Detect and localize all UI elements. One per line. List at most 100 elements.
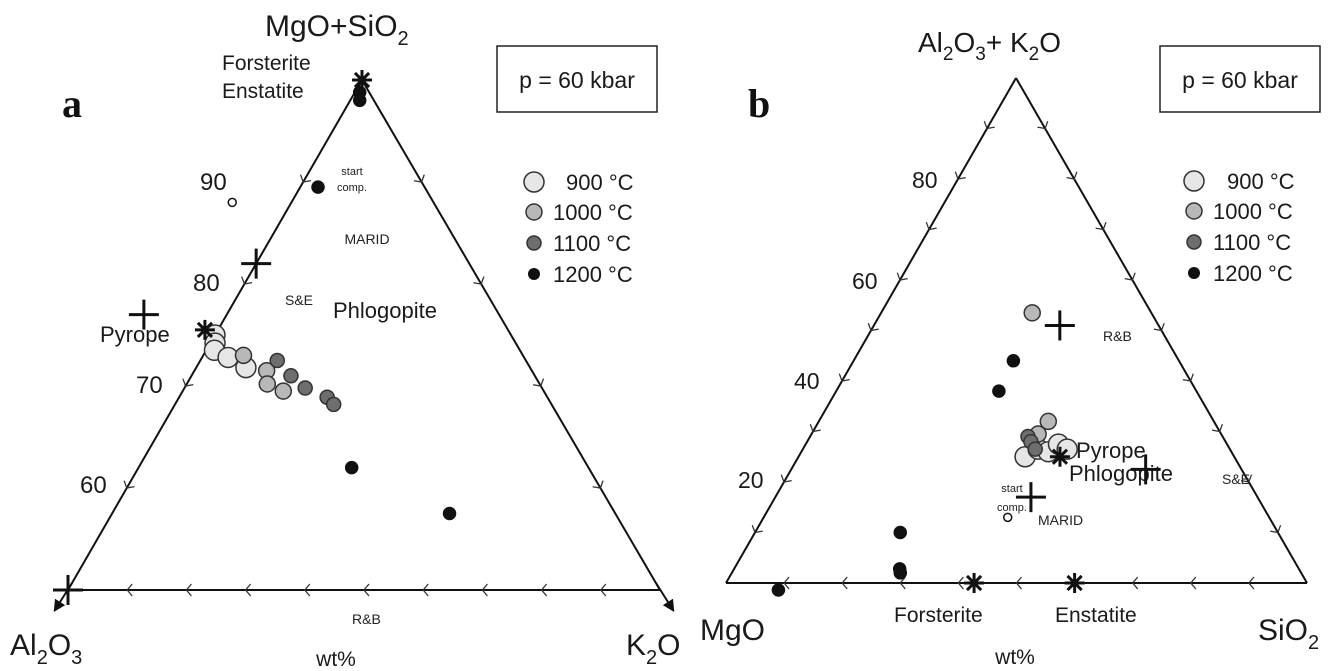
panel-a-start-label-1: start [341,166,362,178]
panel-a-legend-swatch-900 [523,171,545,193]
panel-b-legend-swatch-1100 [1186,234,1202,250]
panel-b-legend-swatch-1000 [1185,202,1203,220]
panel-a-pressure-label: p = 60 kbar [519,67,635,93]
panel-a-ref-rb [53,575,83,605]
panel-a-legend-swatch-1000 [525,203,543,221]
panel-a-left-tick-4 [123,480,135,489]
panel-b-forsterite-label: Forsterite [894,604,983,627]
panel-a-ref-marid [241,248,272,279]
panel-a-base-tick-1 [599,583,607,597]
panel-b-right-apex-label: SiO2 [1258,614,1319,654]
panel-b-right-tick-3 [1095,221,1107,231]
panel-b-base-tick-1 [1248,576,1255,590]
panel-b-point-1100C-2 [1027,441,1043,457]
panel-b-pressure-label: p = 60 kbar [1182,67,1298,93]
panel-a-legend-1100: 1100 °C [553,231,631,256]
panel-a-right-apex-label: K2O [626,629,680,669]
panel-a-right-tick-3 [532,378,545,387]
panel-b-ref-se [1130,454,1161,485]
panel-a-top-apex-label: MgO+SiO2 [265,10,409,50]
panel-b-base-tick-2 [1189,576,1197,590]
panel-a-point-1000C-0 [234,346,253,365]
panel-a-base-tick-8 [185,583,192,597]
panel-a-ref-se [128,299,159,330]
panel-b-enstatite-label: Enstatite [1055,604,1137,627]
panel-b-ref-rb [1044,310,1075,341]
panel-a-data-marks [53,70,786,605]
panel-b-right-tick-7 [1211,423,1224,433]
panel-a-legend-1200: 1200 °C [553,262,633,287]
panel-b-pressure-box [1159,45,1321,113]
panel-b-legend-swatch-1200 [1188,267,1200,279]
panel-b-left-tick-5 [867,322,879,332]
panel-b-left-tick-3 [925,221,937,231]
panel-a-mineral-forsterite [352,70,372,90]
panel-b-top-apex-label: Al2O3+ K2O [918,27,1061,65]
panel-a-left-tick-1 [299,174,312,183]
panel-a-enstatite-label: Enstatite [222,80,304,103]
panel-b-base-tick-3 [1131,576,1139,590]
panel-a-right-side [361,79,661,591]
panel-b-rb-label: R&B [1103,328,1132,344]
panel-b-point-1000C-1 [1039,412,1058,431]
panel-b-base-tick-8 [841,576,848,590]
panel-a-marid-label: MARID [344,231,389,247]
panel-b-point-1200C-4 [893,566,908,580]
panel-b-left-tick-6 [838,373,850,382]
panel-a-right-tick-1 [413,174,425,183]
panel-a-tick-60: 60 [80,472,107,499]
panel-a-left-tick-2 [241,276,253,285]
panel-b-legend: 900 °C 1000 °C 1100 °C 1200 °C [1183,169,1295,286]
panel-a-unit-label: wt% [315,648,356,671]
panel-b-start-label-2: comp. [997,502,1027,514]
panel-a-base-tick-4 [422,583,429,597]
panel-b-start-comp-marker [1002,512,1013,523]
panel-b-left-tick-2 [954,171,966,180]
panel-b-base-tick-5 [1015,576,1022,590]
panel-a-point-1000C-2 [258,375,277,393]
panel-a-base-tick-7 [244,583,252,597]
panel-b-legend-swatch-900 [1183,170,1205,192]
panel-b-right-tick-9 [1270,524,1282,534]
panel-a-tick-90: 90 [200,169,227,196]
panel-b-pyrope-label: Pyrope [1076,438,1146,463]
panel-b-marid-label: MARID [1038,512,1083,528]
panel-b-point-1000C-0 [1023,304,1041,322]
panel-b-phlogopite-label: Phlogopite [1069,461,1173,486]
panel-a-phlogopite-label: Phlogopite [333,298,437,323]
panel-b-point-1200C-1 [992,384,1006,398]
panel-b-base-tick-6 [957,576,964,590]
panel-a-legend-900: 900 °C [566,170,634,195]
panel-b-point-1200C-2 [893,525,907,540]
panel-a-se-label: S&E [285,292,313,308]
panel-b-label: b [748,81,770,126]
panel-a-point-1100C-4 [325,396,342,413]
panel-a-ternary: a MgO+SiO2 Al2O3 K2O wt% p = 60 kbar 90 … [10,10,786,671]
panel-b-legend-1000: 1000 °C [1213,199,1293,224]
panel-b-base-tick-7 [899,576,906,590]
panel-b-left-tick-4 [896,272,908,281]
panel-a-mineral-phlogopite [194,319,215,340]
panel-b-tick-marks [751,120,1282,590]
panel-b-right-tick-4 [1124,272,1136,281]
panel-b-legend-1100: 1100 °C [1213,230,1291,255]
panel-a-tick-marks [123,174,607,597]
panel-a-point-1200C-1 [352,93,367,108]
panel-a-point-1200C-3 [344,460,359,475]
panel-b-tick-40: 40 [794,368,820,394]
panel-a-point-1000C-3 [274,382,293,400]
panel-a-pyrope-label: Pyrope [100,322,170,347]
panel-b-left-apex-label: MgO [700,614,765,647]
panel-a-point-1200C-5 [771,583,786,597]
panel-b-point-1200C-0 [1006,354,1021,368]
panel-b-tick-20: 20 [738,467,764,493]
panel-b-right-tick-1 [1037,120,1049,130]
panel-a-point-1100C-0 [269,352,286,369]
panel-a-start-comp-marker [227,197,237,208]
panel-a-right-tick-2 [473,276,485,285]
panel-a-base-tick-5 [363,583,370,597]
panel-a-point-1100C-1 [283,368,299,384]
panel-a-right-arrow [655,582,675,613]
panel-b-se-label: S&E [1222,471,1250,487]
panel-b-right-tick-5 [1153,322,1165,332]
